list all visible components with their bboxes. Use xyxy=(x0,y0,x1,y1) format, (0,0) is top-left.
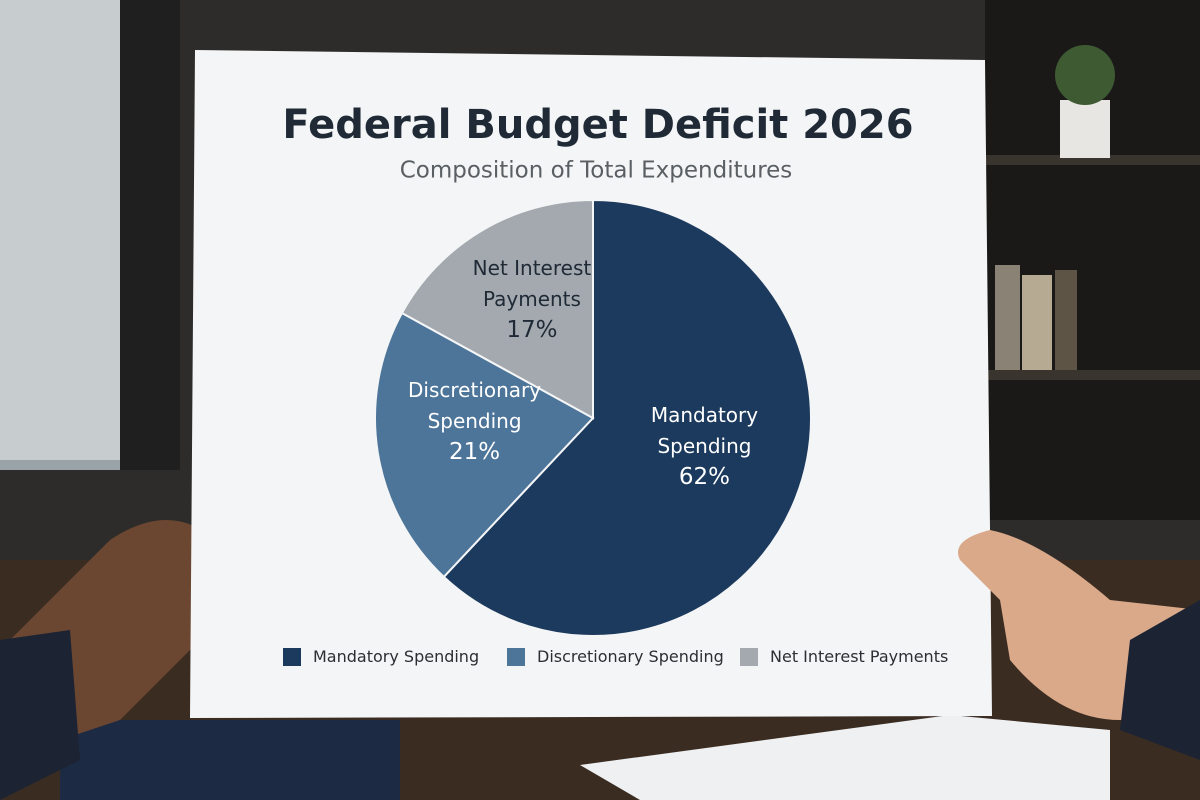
legend-item: Net Interest Payments xyxy=(740,647,948,666)
legend-swatch xyxy=(507,647,525,666)
pie-slice xyxy=(374,311,595,579)
legend-item: Mandatory Spending xyxy=(283,647,479,666)
legend-item: Discretionary Spending xyxy=(507,647,724,666)
chart-title: Federal Budget Deficit 2026 xyxy=(282,102,913,148)
slice-label: Discretionary Spending 21% xyxy=(390,375,560,468)
slice-category: Net Interest Payments xyxy=(472,255,592,311)
pie-slice xyxy=(400,198,594,420)
legend-swatch xyxy=(283,647,301,666)
slice-category: Discretionary Spending xyxy=(408,377,542,433)
legend-label: Mandatory Spending xyxy=(313,647,480,666)
slice-label: Net Interest Payments 17% xyxy=(447,253,617,346)
chart-subtitle: Composition of Total Expenditures xyxy=(400,158,793,184)
slice-value: 17% xyxy=(506,316,558,343)
slice-label: Mandatory Spending 62% xyxy=(619,400,789,493)
slice-category: Mandatory Spending xyxy=(650,403,759,459)
pie-slice xyxy=(442,198,812,637)
legend-swatch xyxy=(740,647,758,666)
slice-value: 62% xyxy=(678,464,731,491)
legend-label: Discretionary Spending xyxy=(537,647,724,666)
legend-label: Net Interest Payments xyxy=(770,647,949,666)
slice-value: 21% xyxy=(449,438,501,465)
